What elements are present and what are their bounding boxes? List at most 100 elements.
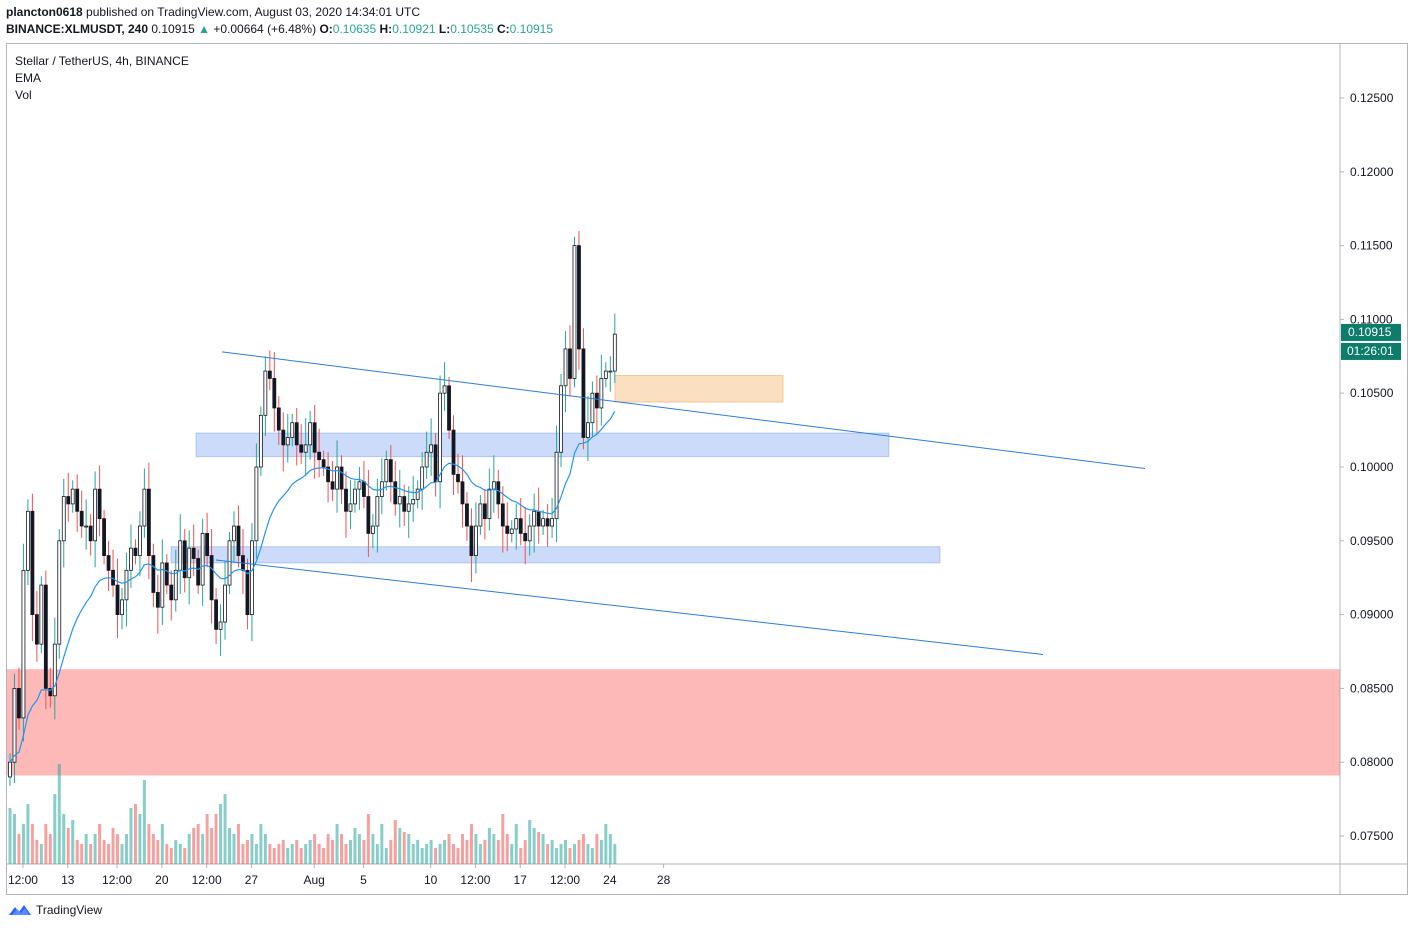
time-axis: 12:00 13 12:00 20 12:00 27 Aug 5 10 12:00 17 12:00 2… [8,864,671,887]
volume-bar [210,828,214,864]
volume-bar [460,834,464,864]
volume-bar [254,844,258,864]
volume-bar [138,814,142,864]
volume-bar [8,808,12,864]
volume-bar [425,844,429,864]
volume-bar [201,834,205,864]
volume-bar [187,834,191,864]
time-tick-label: 27 [245,873,259,887]
last-price: 0.10915 [151,22,195,36]
volume-bar [577,840,581,864]
volume-bar [523,840,527,864]
volume-bar [196,824,200,864]
candle-body [250,540,254,615]
candle-body [57,540,62,645]
candle-body [608,370,613,373]
candle-body [61,496,66,542]
candle-body [84,525,89,528]
volume-bar [169,848,173,864]
volume-bar [384,848,388,864]
ohlc-line: BINANCE:XLMUSDT, 240 0.10915 ▲ +0.00664 … [6,21,553,38]
volume-bar [30,824,34,864]
volume-bar [501,814,505,864]
volume-bar [420,848,424,864]
candle-body [115,584,120,616]
publisher-name[interactable]: plancton0618 [6,5,83,19]
volume-bar [71,820,75,864]
candle-body [263,370,268,416]
time-tick-label: 12:00 [102,873,132,887]
candle-body [384,459,389,483]
volume-bar [380,824,384,864]
candle-body [312,422,317,453]
legend-ema[interactable]: EMA [15,71,42,85]
chart-legend: Stellar / TetherUS, 4h, BINANCE EMA Vol [15,53,189,104]
candle-body [214,599,218,630]
candle-body [572,245,577,379]
volume-bar [111,828,115,864]
candle-body [281,429,286,446]
volume-bar [107,844,111,864]
candle-body [66,496,71,505]
volume-bar [434,848,438,864]
price-tick-label: 0.10500 [1350,386,1394,400]
candle-body [290,422,295,438]
change-arrow-icon: ▲ [198,22,210,36]
candle-body [326,466,330,483]
candle-body [258,414,263,468]
candle-body [223,584,227,623]
candle-series [8,230,617,786]
price-tick-label: 0.12000 [1350,165,1394,179]
footer-brand[interactable]: TradingView [8,902,102,918]
volume-bar [102,840,106,864]
volume-bar [62,814,66,864]
candle-body [272,378,277,409]
time-tick-label: 17 [514,873,528,887]
volume-bar [340,834,344,864]
volume-bar [581,834,585,864]
volume-bar [478,844,482,864]
candle-body [612,333,617,372]
candle-body [603,370,608,379]
volume-bar [487,828,491,864]
price-tick-label: 0.09500 [1350,534,1394,548]
candle-body [321,459,326,468]
volume-series [8,764,617,864]
candle-body [200,533,205,586]
volume-bar [604,824,608,864]
candle-body [48,688,53,697]
candle-body [397,496,402,505]
volume-bar [514,824,518,864]
countdown-tag [1341,342,1401,360]
time-tick-label: 5 [360,873,367,887]
candle-body [491,481,496,490]
volume-bar [299,848,303,864]
candle-body [285,437,290,446]
volume-bar [411,844,415,864]
volume-bar [362,840,366,864]
candle-body [568,348,572,379]
volume-bar [429,840,433,864]
candle-body [590,392,595,424]
volume-bar [17,834,21,864]
candle-body [30,510,35,615]
candle-body [133,547,138,556]
footer-brand-text: TradingView [36,903,103,917]
symbol-label: BINANCE:XLMUSDT, 240 [6,22,149,36]
candle-body [335,466,339,490]
candle-body [420,466,425,490]
volume-bar [268,844,272,864]
candle-body [182,540,187,579]
candle-body [447,385,451,431]
volume-bar [116,834,120,864]
volume-bar [389,840,393,864]
legend-vol[interactable]: Vol [15,88,32,102]
price-tick-label: 0.11500 [1350,239,1393,253]
volume-bar [214,814,218,864]
chart-frame[interactable] [6,43,1408,895]
volume-bar [416,840,420,864]
legend-title[interactable]: Stellar / TetherUS, 4h, BINANCE [15,54,189,68]
close-value: 0.10915 [509,22,554,36]
volume-bar [178,844,182,864]
